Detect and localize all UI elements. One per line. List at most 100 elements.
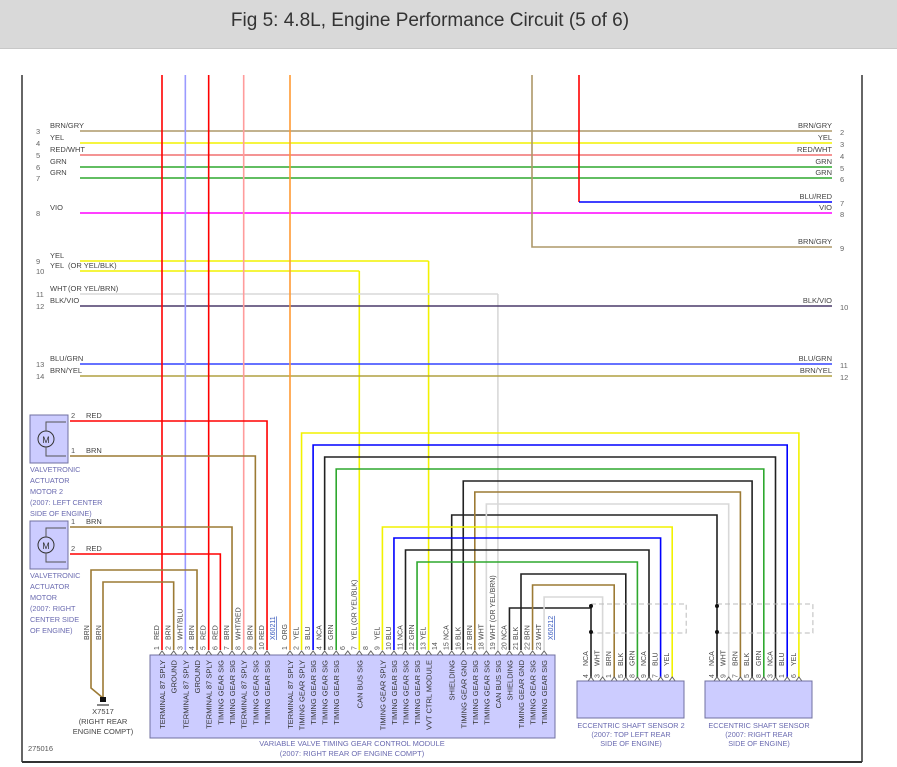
left-wire-label: BLK/VIO <box>50 296 79 305</box>
pin-terminal <box>471 650 479 656</box>
sensor-pin-number: 6 <box>664 674 671 678</box>
sensor-pin-number: 5 <box>744 674 751 678</box>
module-pin-number: 16 <box>455 642 462 650</box>
motor-wire <box>70 420 268 650</box>
motor-name: VALVETRONIC <box>30 465 80 474</box>
module-wire-label: BLU <box>305 626 312 640</box>
module-pin-number: 18 <box>478 642 485 650</box>
sensor-pin-number: 4 <box>583 674 590 678</box>
sensor-wire-label: GRN <box>629 650 636 666</box>
sensor-wire-label: YEL <box>791 653 798 666</box>
sensor-wire <box>300 432 800 678</box>
pin-terminal <box>645 676 653 682</box>
pin-terminal <box>448 650 456 656</box>
sensor-wire <box>485 503 730 678</box>
module-pin-function: TIMING GEAR SIG <box>263 660 272 725</box>
motor-name: OF ENGINE) <box>30 626 73 635</box>
right-wire-label: BLU/GRN <box>799 354 832 363</box>
module-pin-function: TIMING GEAR SIG <box>471 660 480 725</box>
pin-terminal <box>309 650 317 656</box>
pin-terminal <box>436 650 444 656</box>
motor-lead <box>45 553 66 563</box>
sensor-wire-label: BLU <box>779 652 786 666</box>
pin-terminal <box>459 650 467 656</box>
sensor-pin-number: 3 <box>768 674 775 678</box>
module-pin-function: GROUND <box>170 659 179 693</box>
module-pin-number: 10 <box>259 642 266 650</box>
left-wire-label: GRN <box>50 168 67 177</box>
left-wire-number: 9 <box>36 257 40 266</box>
module-wire-label: WHT (OR YEL/BRN) <box>490 575 497 640</box>
eccentric-shaft-sensor-2 <box>576 603 687 719</box>
left-wire-number: 8 <box>36 209 40 218</box>
module-wire-label: YEL (OR YEL/BLK) <box>351 580 358 640</box>
sensor-wire-label: NCA <box>641 651 648 666</box>
connector-id: X60212 <box>548 616 555 640</box>
right-wire-number: 12 <box>840 373 848 382</box>
sensor-location: SIDE OF ENGINE) <box>728 739 790 748</box>
module-pin-number: 22 <box>525 642 532 650</box>
pin-terminal <box>725 676 733 682</box>
right-wire-label: GRN <box>815 168 832 177</box>
module-pin-function: SHIELDING <box>448 660 457 701</box>
sensor-location: SIDE OF ENGINE) <box>600 739 662 748</box>
module-pin-function: CAN BUS SIG <box>355 660 364 709</box>
module-wire-label: BLK <box>455 626 462 640</box>
sensor-wire <box>323 456 777 678</box>
pin-terminal <box>783 676 791 682</box>
left-wire-label: BLU/GRN <box>50 354 83 363</box>
pin-terminal <box>251 650 259 656</box>
right-wire-number: 7 <box>840 199 844 208</box>
module-pin-function: TERMINAL 87 SPLY <box>240 660 249 729</box>
module-pin-function: TIMING GEAR SIG <box>321 660 330 725</box>
motor-lead <box>45 527 66 537</box>
module-pin-function: TIMING GEAR SIG <box>413 660 422 725</box>
pin-terminal <box>657 676 664 682</box>
module-wire-label: WHT/BLU <box>177 609 184 641</box>
left-wire-number: 13 <box>36 360 44 369</box>
motor-pin-number: 2 <box>71 544 75 553</box>
module-pin-function: TIMING GEAR GND <box>517 659 526 728</box>
module-pin-number: 4 <box>189 646 196 650</box>
right-wire-number: 3 <box>840 140 844 149</box>
left-wire-number: 4 <box>36 139 40 148</box>
module-wire-label: GRN <box>328 624 335 640</box>
left-wire-number: 12 <box>36 302 44 311</box>
valvetronic-motor-1: M <box>29 414 69 464</box>
module-wire-label: BRN <box>467 625 474 640</box>
module-wire-label: BLK <box>513 626 520 640</box>
sensor-wire <box>543 596 604 678</box>
right-wire-label: VIO <box>819 203 832 212</box>
motor-wire <box>70 553 222 650</box>
module-pin-number: 7 <box>224 646 231 650</box>
sensor-box <box>704 680 813 719</box>
pin-terminal <box>610 676 618 682</box>
ground-wire-label: BRN <box>84 625 91 640</box>
pin-terminal <box>379 650 386 656</box>
left-wire-number: 10 <box>36 267 44 276</box>
sensor-wire-label: WHT <box>721 649 728 666</box>
sensor-wire <box>335 468 765 678</box>
splice-dot <box>589 604 593 608</box>
module-location: (2007: RIGHT REAR OF ENGINE COMPT) <box>280 749 425 758</box>
module-pin-number: 9 <box>247 646 254 650</box>
pin-terminal <box>482 650 490 656</box>
motor-box <box>29 520 69 570</box>
motor-pin-number: 1 <box>71 446 75 455</box>
pin-terminal <box>367 650 375 656</box>
module-pin-number: 3 <box>177 646 184 650</box>
left-wire-label: WHT <box>50 284 67 293</box>
motor-name: MOTOR <box>30 593 57 602</box>
right-wire-number: 8 <box>840 210 844 219</box>
module-wire-label: NCA <box>317 625 324 640</box>
module-pin-function: TERMINAL 87 SPLY <box>181 660 190 729</box>
right-wire-number: 5 <box>840 164 844 173</box>
pin-terminal <box>240 650 248 656</box>
right-wire-label: BRN/YEL <box>800 366 832 375</box>
right-wire-number: 4 <box>840 152 844 161</box>
right-wire-label: BLU/RED <box>799 192 832 201</box>
module-wire-label: RED <box>201 625 208 640</box>
ground-wire-label: BRN <box>96 625 103 640</box>
module-pin-number: 12 <box>409 642 416 650</box>
module-pin-number: 1 <box>282 646 289 650</box>
